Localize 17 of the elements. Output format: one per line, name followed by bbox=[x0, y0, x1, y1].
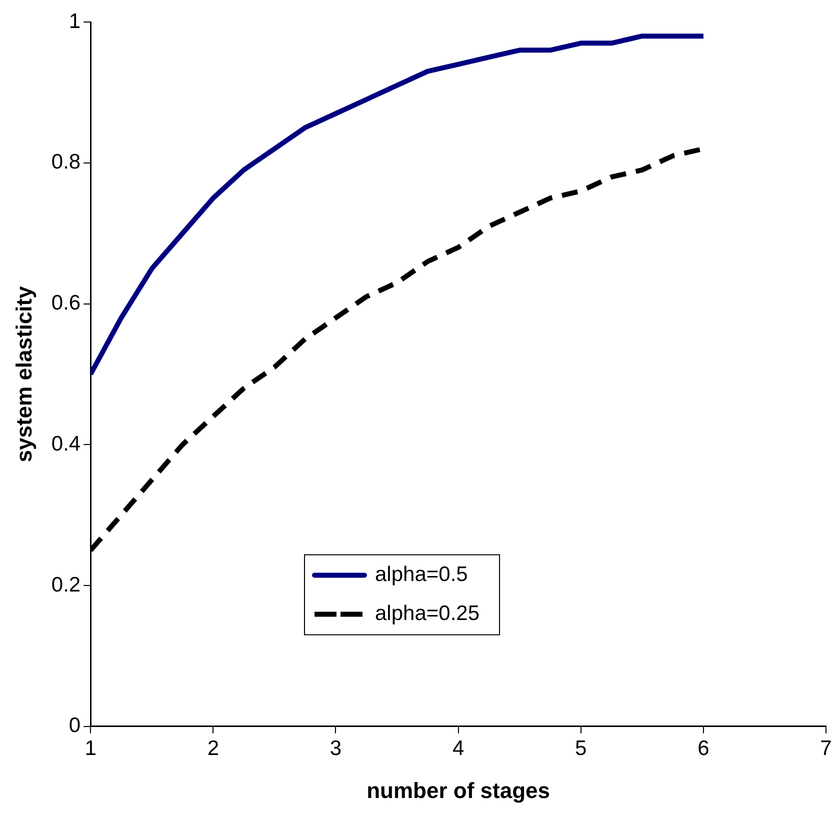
x-tick-label: 4 bbox=[452, 736, 464, 760]
x-tick-label: 6 bbox=[698, 736, 710, 760]
x-axis-title: number of stages bbox=[366, 778, 550, 803]
y-tick-label: 0.2 bbox=[51, 573, 81, 596]
y-tick-label: 0.6 bbox=[51, 292, 81, 315]
y-tick-label: 0 bbox=[68, 714, 81, 738]
y-tick-label: 1 bbox=[68, 10, 81, 33]
x-tick-label: 2 bbox=[207, 736, 220, 760]
y-axis-title: system elasticity bbox=[11, 285, 36, 462]
x-tick-label: 7 bbox=[820, 736, 832, 760]
x-tick-label: 1 bbox=[84, 736, 96, 760]
y-tick-label: 0.8 bbox=[51, 150, 81, 174]
y-tick-label: 0.4 bbox=[51, 432, 81, 456]
legend-label: alpha=0.25 bbox=[375, 602, 480, 626]
x-tick-label: 3 bbox=[330, 736, 342, 760]
legend-label: alpha=0.5 bbox=[375, 563, 468, 586]
x-tick-label: 5 bbox=[575, 736, 587, 760]
